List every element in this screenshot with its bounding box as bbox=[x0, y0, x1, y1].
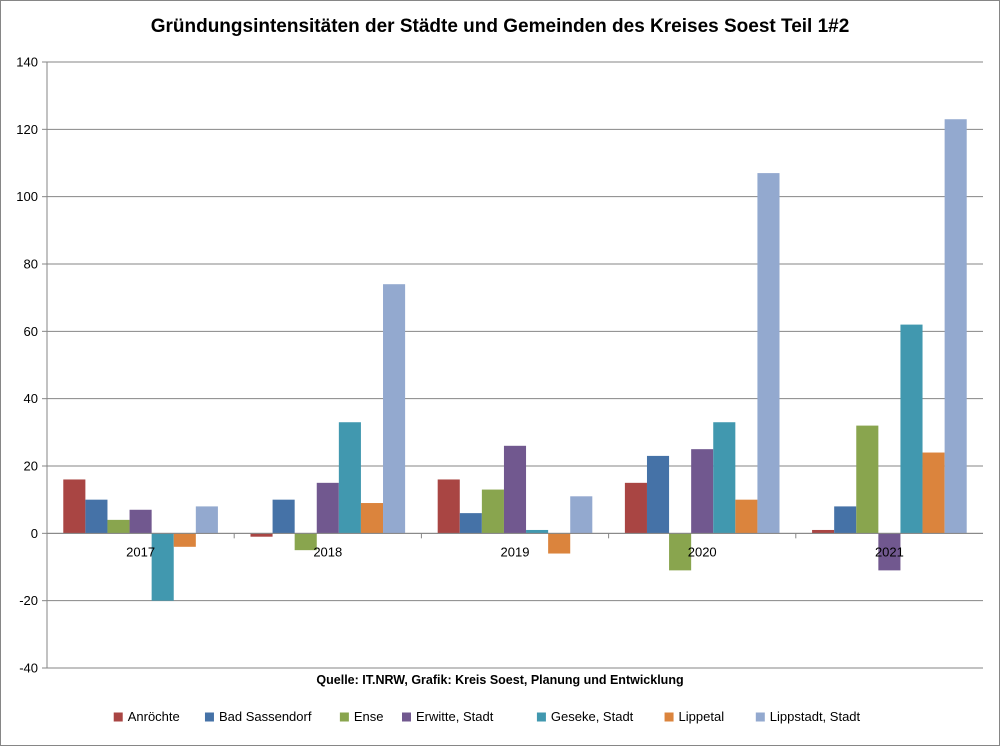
bar bbox=[856, 425, 879, 534]
legend-label: Anröchte bbox=[128, 709, 180, 724]
bar bbox=[63, 479, 86, 534]
bar bbox=[922, 452, 945, 534]
bar bbox=[250, 533, 273, 537]
axes bbox=[46, 62, 983, 668]
bar bbox=[338, 422, 361, 534]
legend-swatch bbox=[755, 712, 765, 722]
bar bbox=[900, 324, 923, 534]
y-tick-label: 40 bbox=[24, 391, 38, 406]
bar bbox=[944, 119, 967, 534]
bar bbox=[548, 533, 571, 554]
bar bbox=[459, 513, 482, 534]
bar bbox=[503, 445, 527, 534]
bar bbox=[85, 499, 108, 534]
bar bbox=[570, 496, 593, 534]
legend-label: Lippetal bbox=[679, 709, 725, 724]
legend-swatch bbox=[204, 712, 214, 722]
source-note: Quelle: IT.NRW, Grafik: Kreis Soest, Pla… bbox=[316, 673, 684, 687]
y-tick-label: 60 bbox=[24, 324, 38, 339]
bar bbox=[669, 533, 692, 571]
legend: Anröchte Bad Sassendorf Ense Erwitte, Stadt… bbox=[113, 709, 861, 724]
bar bbox=[437, 479, 460, 534]
legend-label: Geseke, Stadt bbox=[551, 709, 634, 724]
bar bbox=[294, 533, 317, 551]
bar bbox=[834, 506, 857, 534]
y-tick-label: 0 bbox=[31, 526, 38, 541]
x-tick-label: 2018 bbox=[313, 544, 342, 559]
y-tick-label: 20 bbox=[24, 459, 38, 474]
legend-swatch bbox=[402, 712, 411, 722]
legend-label: Erwitte, Stadt bbox=[416, 709, 494, 724]
x-tick-label: 2020 bbox=[688, 544, 717, 559]
legend-swatch bbox=[339, 712, 349, 722]
legend-label: Ense bbox=[354, 709, 384, 724]
bar bbox=[383, 284, 406, 534]
bar bbox=[107, 519, 130, 534]
chart-title: Gründungsintensitäten der Städte und Gem… bbox=[150, 16, 850, 37]
legend-label: Bad Sassendorf bbox=[219, 709, 312, 724]
x-tick-label: 2019 bbox=[501, 544, 530, 559]
bar bbox=[735, 499, 758, 534]
legend-label: Lippstadt, Stadt bbox=[770, 709, 861, 724]
bar bbox=[151, 533, 174, 601]
y-tick-label: 80 bbox=[24, 257, 38, 272]
bars bbox=[63, 119, 967, 601]
gridlines bbox=[42, 61, 983, 669]
x-tick-labels: 2017 2018 2019 2020 2021 bbox=[126, 544, 904, 559]
bar bbox=[812, 529, 835, 534]
legend-swatch bbox=[113, 712, 123, 722]
bar bbox=[646, 455, 670, 534]
x-tick-label: 2021 bbox=[875, 544, 904, 559]
y-tick-label: 140 bbox=[16, 55, 38, 70]
y-tick-label: -20 bbox=[19, 593, 38, 608]
bar bbox=[129, 509, 152, 534]
bar bbox=[481, 489, 504, 534]
bar bbox=[272, 499, 295, 534]
bar bbox=[757, 173, 780, 534]
legend-swatch bbox=[536, 712, 546, 722]
bar bbox=[526, 529, 549, 534]
bar bbox=[713, 422, 736, 534]
bar bbox=[173, 533, 196, 547]
bar bbox=[360, 503, 384, 534]
legend-swatch bbox=[664, 712, 674, 722]
y-tick-labels: -40 -20 0 20 40 60 80 100 120 140 bbox=[16, 55, 38, 676]
y-tick-label: 120 bbox=[16, 122, 38, 137]
bar bbox=[316, 482, 339, 534]
bar bbox=[878, 533, 901, 571]
bar bbox=[691, 449, 714, 534]
y-tick-label: 100 bbox=[16, 189, 38, 204]
y-tick-label: -40 bbox=[19, 661, 38, 676]
bar bbox=[195, 506, 218, 534]
x-tick-label: 2017 bbox=[126, 544, 155, 559]
bar bbox=[624, 482, 647, 534]
